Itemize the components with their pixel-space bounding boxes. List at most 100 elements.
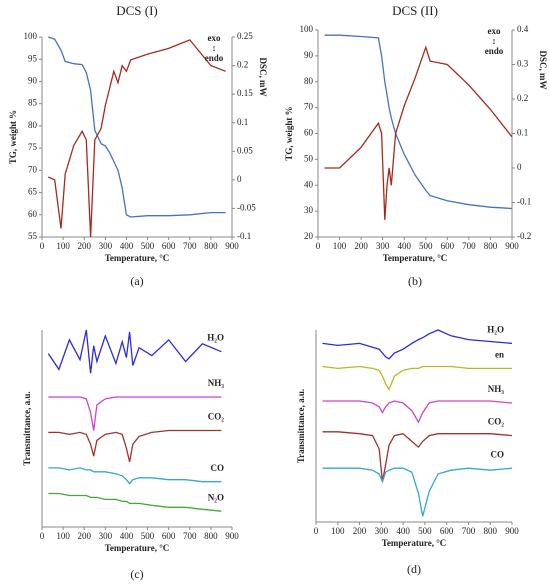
annotation: ↕ <box>492 36 497 46</box>
x-tick-label: 900 <box>505 241 519 251</box>
x-tick-label: 0 <box>40 241 45 251</box>
x-tick-label: 700 <box>183 531 197 541</box>
x-tick-label: 100 <box>331 526 345 536</box>
x-tick-label: 800 <box>204 241 218 251</box>
series-line <box>322 400 513 424</box>
annotation: exo <box>488 26 501 36</box>
x-tick-label: 300 <box>375 526 389 536</box>
y-tick-label: 50 <box>304 153 314 163</box>
x-tick-label: 200 <box>77 241 91 251</box>
x-tick-label: 200 <box>77 531 91 541</box>
x-tick-label: 600 <box>440 526 454 536</box>
y-tick-label: 65 <box>28 187 38 197</box>
series-line <box>322 365 512 391</box>
x-tick-label: 500 <box>141 241 155 251</box>
x-tick-label: 600 <box>162 241 176 251</box>
y-tick-label: 80 <box>28 120 38 130</box>
chart-title: DCS (II) <box>392 3 438 18</box>
y-tick-label: 40 <box>304 179 314 189</box>
caption: (b) <box>408 274 422 288</box>
y2-tick-label: 0 <box>517 162 522 172</box>
y2-tick-label: -0.1 <box>237 231 251 241</box>
y2-tick-label: -0.05 <box>237 202 256 212</box>
annotation: exo <box>208 33 221 43</box>
x-tick-label: 300 <box>99 531 113 541</box>
y-axis-title: Transmittance, a.u. <box>22 391 32 465</box>
series-label: NH₃ <box>208 378 225 388</box>
x-tick-label: 800 <box>483 526 497 536</box>
x-tick-label: 900 <box>225 241 239 251</box>
x-tick-label: 700 <box>183 241 197 251</box>
x-axis-title: Temperature, °C <box>383 253 448 263</box>
x-tick-label: 0 <box>314 526 319 536</box>
x-tick-label: 400 <box>397 241 411 251</box>
y2-tick-label: -0.2 <box>517 231 531 241</box>
x-tick-label: 400 <box>396 526 410 536</box>
x-tick-label: 800 <box>204 531 218 541</box>
y-tick-label: 90 <box>304 50 314 60</box>
caption: (a) <box>130 274 143 288</box>
y2-tick-label: 0.1 <box>517 128 528 138</box>
series-line <box>324 45 513 220</box>
x-tick-label: 400 <box>120 531 134 541</box>
x-axis-title: Temperature, °C <box>105 543 170 553</box>
series-line <box>48 467 222 485</box>
x-tick-label: 700 <box>462 241 476 251</box>
series-line <box>48 39 226 238</box>
y-axis-title: Transmittance, a.u. <box>296 389 306 463</box>
x-tick-label: 500 <box>418 526 432 536</box>
y2-axis-title: DSC, mW <box>538 50 548 89</box>
y-axis-title: TG, weight % <box>8 110 18 164</box>
caption: (d) <box>407 562 421 576</box>
y-tick-label: 30 <box>304 205 314 215</box>
x-tick-label: 800 <box>484 241 498 251</box>
series-line <box>322 467 513 517</box>
x-axis-title: Temperature, °C <box>105 253 170 263</box>
x-tick-label: 0 <box>316 241 321 251</box>
y-tick-label: 80 <box>304 76 314 86</box>
y-tick-label: 85 <box>28 98 38 108</box>
x-tick-label: 100 <box>56 241 70 251</box>
x-tick-label: 100 <box>333 241 347 251</box>
x-axis-title: Temperature, °C <box>382 538 447 548</box>
series-label: CO₂ <box>208 412 225 422</box>
y-axis-title: TG, weight % <box>284 106 294 160</box>
series-line <box>322 431 513 482</box>
series-label: H₂O <box>207 333 224 343</box>
chart-title: DCS (I) <box>116 3 158 18</box>
series-line <box>48 36 226 218</box>
series-label: CO <box>491 449 505 459</box>
y-tick-label: 90 <box>28 76 38 86</box>
y2-tick-label: 0.4 <box>517 24 529 34</box>
y-tick-label: 70 <box>28 164 38 174</box>
annotation: endo <box>485 46 504 56</box>
y2-axis-title: DSC, mW <box>258 57 268 96</box>
x-tick-label: 100 <box>56 531 70 541</box>
y2-tick-label: 0.25 <box>237 31 253 41</box>
series-label: H₂O <box>487 325 504 335</box>
x-tick-label: 900 <box>505 526 519 536</box>
y-tick-label: 100 <box>24 31 38 41</box>
y-tick-label: 95 <box>28 53 38 63</box>
y-tick-label: 60 <box>28 209 38 219</box>
y-tick-label: 75 <box>28 142 38 152</box>
series-label: CO₂ <box>488 417 505 427</box>
series-line <box>48 492 222 512</box>
x-tick-label: 400 <box>120 241 134 251</box>
annotation: ↕ <box>212 43 217 53</box>
caption: (c) <box>130 567 143 581</box>
x-tick-label: 300 <box>376 241 390 251</box>
x-tick-label: 600 <box>441 241 455 251</box>
y-tick-label: 100 <box>300 24 314 34</box>
y2-tick-label: 0.3 <box>517 59 529 69</box>
y2-tick-label: 0.15 <box>237 88 253 98</box>
y2-tick-label: 0.2 <box>237 60 248 70</box>
x-tick-label: 300 <box>99 241 113 251</box>
x-tick-label: 500 <box>419 241 433 251</box>
y2-tick-label: 0.05 <box>237 145 253 155</box>
series-label: CO <box>211 463 225 473</box>
x-tick-label: 600 <box>162 531 176 541</box>
series-line <box>47 329 222 374</box>
y2-tick-label: 0.1 <box>237 117 248 127</box>
